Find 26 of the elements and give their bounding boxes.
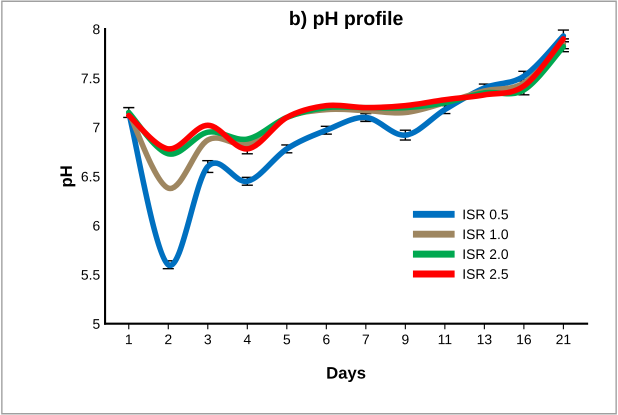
y-tick-label: 6.5 [82,172,100,182]
x-tick-label: 16 [517,334,531,344]
x-tick-label: 3 [204,334,212,344]
y-tick-label: 7 [93,122,100,132]
x-tick-label: 5 [284,334,290,344]
x-tick-label: 1 [126,334,132,344]
x-tick-label: 13 [478,334,492,344]
y-tick-label: 7.5 [82,74,100,84]
chart-title: b) pH profile [290,10,403,30]
y-tick-label: 6 [93,220,100,231]
y-tick-label: 8 [93,24,100,34]
x-tick-label: 11 [438,334,452,344]
x-tick-label: 21 [556,334,570,344]
y-axis-title: pH [60,166,76,186]
legend-label: ISR 0.5 [464,209,508,220]
legend-label: ISR 1.0 [464,229,508,240]
legend-label: ISR 2.0 [464,249,508,260]
x-tick-label: 4 [244,334,251,344]
x-tick-label: 6 [323,334,330,344]
legend-label: ISR 2.5 [464,269,508,279]
y-tick-label: 5 [93,319,100,329]
x-tick-label: 2 [165,334,172,344]
y-tick-label: 5.5 [81,270,100,280]
x-axis-title: Days [327,367,366,382]
x-tick-label: 7 [362,334,369,344]
x-tick-label: 9 [402,334,409,344]
